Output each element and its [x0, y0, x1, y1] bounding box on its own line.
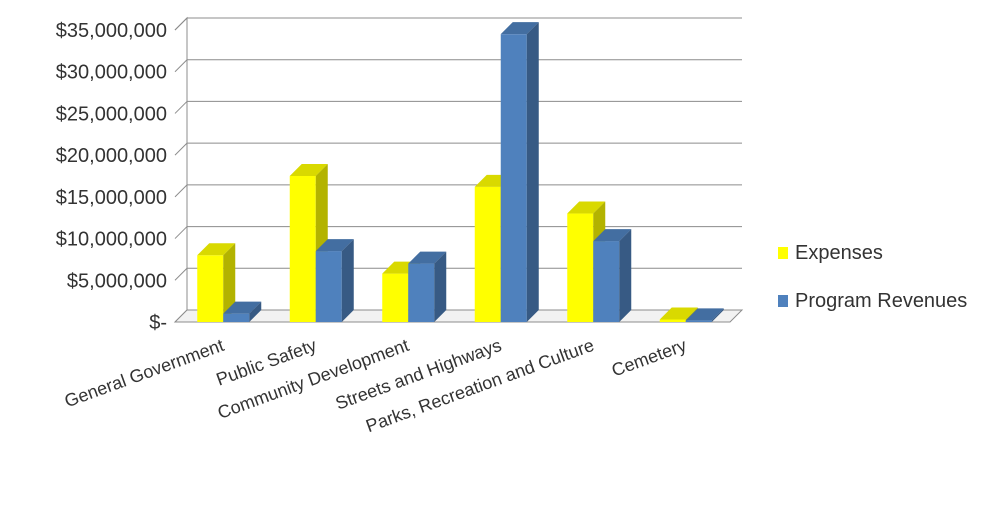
bars-layer [197, 22, 724, 323]
y-tick-label: $10,000,000 [56, 229, 167, 251]
bar [593, 229, 632, 322]
y-tick-label: $35,000,000 [56, 20, 167, 42]
y-tick-label: $30,000,000 [56, 62, 167, 84]
side-wall [174, 16, 188, 323]
gridline-side [174, 59, 188, 73]
bar [315, 239, 354, 322]
legend: Expenses Program Revenues [778, 242, 967, 312]
bar-side [711, 308, 724, 322]
bar [223, 301, 262, 322]
bar-front [223, 313, 250, 322]
x-category-label: Cemetery [609, 335, 689, 380]
bar [408, 251, 447, 322]
bar [500, 22, 539, 323]
y-tick-label: $5,000,000 [67, 270, 167, 292]
floor [173, 309, 744, 323]
legend-label: Program Revenues [795, 290, 967, 312]
bar-top [500, 22, 539, 35]
y-tick-label: $25,000,000 [56, 103, 167, 125]
bar-side [434, 251, 447, 322]
bar-side [526, 22, 539, 323]
bar-front [408, 263, 435, 322]
bar-front [382, 273, 409, 322]
bar-top [289, 164, 328, 176]
bar-top [197, 243, 236, 256]
bar-top [685, 308, 724, 321]
bar-top [315, 239, 354, 252]
bar-front [197, 255, 224, 322]
gridline-side [174, 226, 188, 239]
bar-side [249, 301, 262, 322]
bar-front [659, 319, 686, 322]
grid-layer [173, 16, 744, 323]
bar [289, 164, 328, 322]
legend-label: Expenses [795, 242, 883, 264]
gridline-side [174, 101, 188, 114]
gridline-side [174, 184, 188, 198]
legend-swatch [778, 247, 788, 259]
y-tick-label: $- [149, 312, 167, 334]
bar-front [474, 186, 501, 322]
y-tick-label: $20,000,000 [56, 145, 167, 167]
y-tick-label: $15,000,000 [56, 187, 167, 209]
gridline-side [174, 267, 188, 281]
bar-side [619, 229, 632, 322]
bar-top [408, 251, 447, 264]
bar-front [289, 176, 316, 322]
bar-side [223, 243, 236, 322]
bar [197, 243, 236, 322]
legend-swatch [778, 295, 788, 307]
bar-front [315, 251, 342, 322]
bar-front [685, 320, 712, 322]
bar-side [341, 239, 354, 322]
bar-top [223, 301, 262, 314]
bar-front [567, 213, 594, 322]
bar-top [593, 229, 632, 242]
bar-top [659, 307, 698, 320]
bar-front [500, 34, 527, 323]
gridline-side [174, 142, 188, 156]
bar-front [593, 241, 620, 322]
bar-top [567, 201, 606, 214]
gridline-side [174, 17, 188, 31]
y-axis-ticks: $- $5,000,000 $10,000,000 $15,000,000 $20,00… [56, 20, 167, 334]
x-category-label: General Government [62, 335, 227, 411]
bar [685, 308, 724, 322]
